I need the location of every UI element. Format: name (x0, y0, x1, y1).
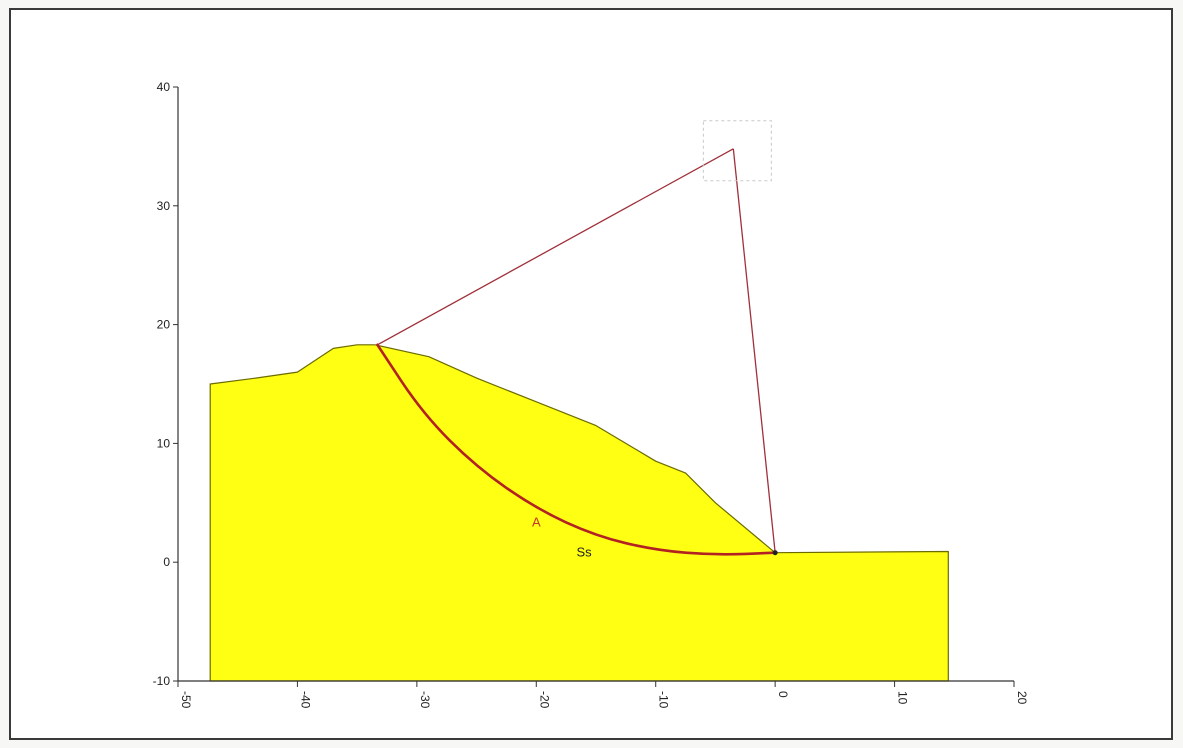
slip-center-search-grid (702, 120, 772, 182)
x-tick-label: -10 (657, 691, 671, 709)
slip-exit-point (772, 550, 778, 556)
y-tick-label: 0 (163, 555, 170, 569)
y-tick-label: 10 (157, 436, 171, 450)
x-tick-label: -50 (179, 691, 193, 709)
x-tick-label: -20 (537, 691, 551, 709)
x-tick-label: 10 (896, 691, 910, 705)
radius-line-entry (377, 148, 734, 346)
x-tick-label: -30 (418, 691, 432, 709)
slip-label-ss: Ss (576, 544, 592, 559)
y-tick-label: -10 (153, 674, 171, 688)
x-tick-label: -40 (298, 691, 312, 709)
y-tick-label: 30 (157, 199, 171, 213)
x-tick-label: 0 (776, 691, 790, 698)
y-tick-label: 20 (157, 318, 171, 332)
radius-line-exit (732, 148, 776, 553)
slip-label-a: A (532, 515, 541, 530)
y-tick-label: 40 (157, 80, 171, 94)
x-tick-label: 20 (1015, 691, 1029, 705)
soil-body (209, 344, 949, 682)
slip-surface-curve (376, 343, 777, 556)
